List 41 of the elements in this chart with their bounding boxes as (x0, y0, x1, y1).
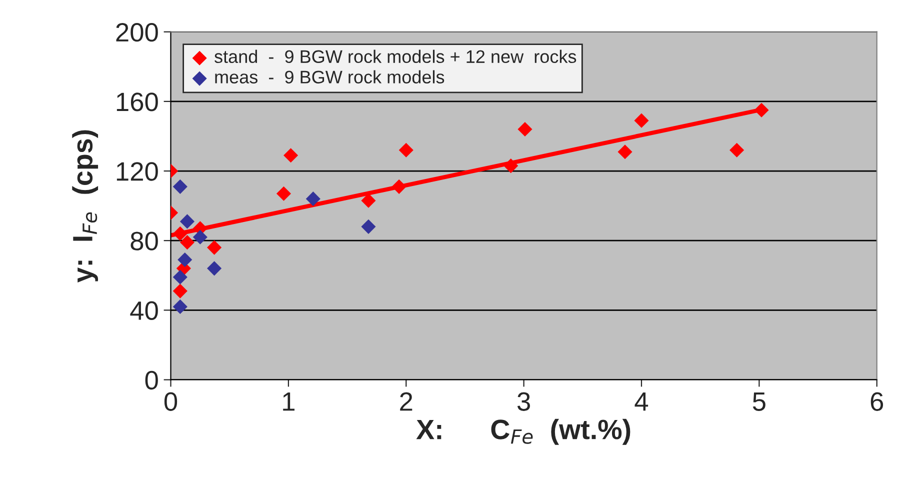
point (284, 148, 298, 163)
y-tick-label: 40 (130, 301, 158, 320)
y-tick-label: 160 (116, 92, 158, 112)
point (361, 193, 376, 208)
x-tick-label: 1 (283, 392, 294, 411)
point (207, 261, 222, 276)
point (178, 252, 192, 268)
y-axis-title: y: I$_{Fe}$ (cps) (72, 130, 98, 283)
point (518, 122, 532, 137)
x-tick-label: 0 (164, 392, 178, 411)
point (392, 179, 406, 194)
point (306, 192, 320, 206)
point (398, 142, 414, 158)
point (172, 226, 188, 241)
point (172, 284, 188, 298)
point (207, 240, 222, 255)
point (192, 230, 208, 244)
point (754, 102, 769, 118)
point (180, 235, 195, 250)
point (172, 270, 188, 284)
x-tick-label: 2 (400, 392, 412, 411)
y-tick-label: 80 (130, 232, 158, 250)
point (180, 214, 195, 229)
point (618, 144, 632, 160)
x-tick-label: 5 (752, 392, 766, 411)
point (172, 179, 188, 194)
point (634, 113, 649, 128)
point (361, 219, 376, 234)
x-axis-title: X: C$_{Fe}$ (wt.%) (416, 418, 630, 445)
point (504, 158, 518, 174)
x-tick-label: 4 (634, 392, 648, 411)
y-tick-label: 120 (116, 162, 158, 181)
legend-label: meas - 9 BGW rock models (215, 70, 444, 84)
y-tick-label: 200 (116, 22, 158, 42)
x-tick-label: 3 (517, 392, 530, 411)
x-tick-label: 6 (870, 392, 884, 411)
y-tick-label: 0 (145, 370, 158, 390)
point (276, 186, 292, 201)
point (730, 142, 744, 158)
legend-label: stand - 9 BGW rock models + 12 new rocks (214, 50, 576, 64)
point (172, 299, 188, 314)
